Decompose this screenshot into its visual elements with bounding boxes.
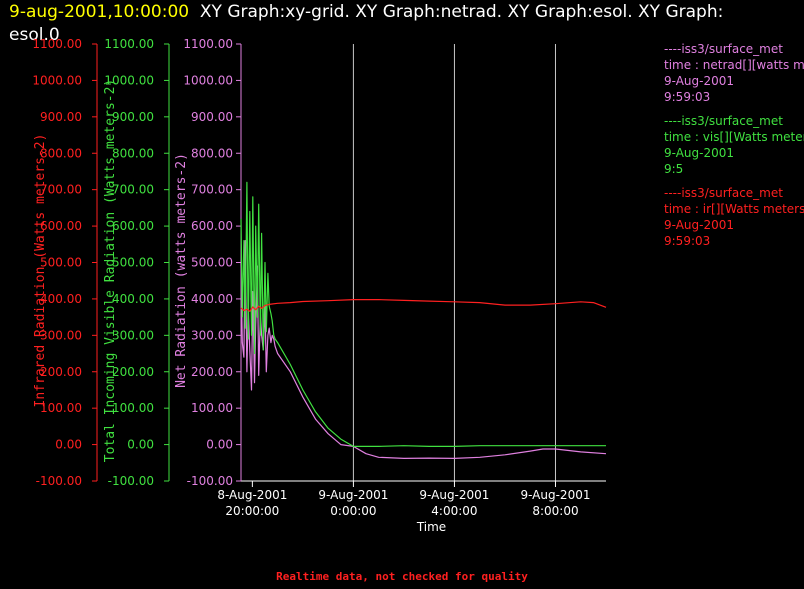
y-axis-2-tick-label-1: 1000.00 xyxy=(183,73,233,87)
series-line-1 xyxy=(240,181,606,447)
legend-entry-2-line1: ----iss3/surface_met xyxy=(664,186,783,200)
legend-entry-0-line2: time : netrad[][watts meters-2] xyxy=(664,58,804,72)
series-line-0 xyxy=(240,240,607,459)
y-axis-0-tick-label-9: 200.00 xyxy=(40,365,82,379)
x-tick-label-date-0: 8-Aug-2001 xyxy=(217,488,287,502)
legend-entry-2-line4: 9:59:03 xyxy=(664,234,711,248)
y-axis-2-tick-label-5: 600.00 xyxy=(191,219,233,233)
legend-entry-2-line3: 9-Aug-2001 xyxy=(664,218,735,232)
legend-entry-0-line3: 9-Aug-2001 xyxy=(664,74,735,88)
y-axis-0-tick-label-5: 600.00 xyxy=(40,219,82,233)
y-axis-0-tick-label-2: 900.00 xyxy=(40,110,82,124)
x-axis-label: Time xyxy=(416,520,446,534)
y-axis-1-tick-label-2: 900.00 xyxy=(112,110,154,124)
series-line-2 xyxy=(240,299,607,312)
x-tick-label-time-0: 20:00:00 xyxy=(225,504,279,518)
y-axis-0-tick-label-3: 800.00 xyxy=(40,146,82,160)
y-axis-2-tick-label-4: 700.00 xyxy=(191,183,233,197)
y-axis-1-tick-label-12: -100.00 xyxy=(108,474,154,488)
y-axis-1-tick-label-9: 200.00 xyxy=(112,365,154,379)
legend-entry-1-line3: 9-Aug-2001 xyxy=(664,146,735,160)
graph-title-text: XY Graph:xy-grid. XY Graph:netrad. XY Gr… xyxy=(199,2,724,22)
graph-title-line-2: esol.0 xyxy=(9,25,60,45)
legend-entry-0-line4: 9:59:03 xyxy=(664,90,711,104)
y-axis-1-tick-label-4: 700.00 xyxy=(112,183,154,197)
y-axis-1-tick-label-10: 100.00 xyxy=(112,401,154,415)
legend-entry-1-line4: 9:5 xyxy=(664,162,684,176)
y-axis-1-tick-label-3: 800.00 xyxy=(112,146,154,160)
y-axis-0-tick-label-8: 300.00 xyxy=(40,328,82,342)
y-axis-1-tick-label-6: 500.00 xyxy=(112,256,154,270)
y-axis-0-tick-label-6: 500.00 xyxy=(40,256,82,270)
x-tick-label-time-1: 0:00:00 xyxy=(330,504,376,518)
x-tick-label-time-2: 4:00:00 xyxy=(431,504,477,518)
y-axis-2-tick-label-8: 300.00 xyxy=(191,328,233,342)
y-axis-1-tick-label-5: 600.00 xyxy=(112,219,154,233)
y-axis-2-tick-label-3: 800.00 xyxy=(191,146,233,160)
y-axis-2-tick-label-11: 0.00 xyxy=(206,438,233,452)
graph-title-line-1: 9-aug-2001,10:00:00 XY Graph:xy-grid. XY… xyxy=(9,2,723,22)
y-axis-0-tick-label-0: 1100.00 xyxy=(32,37,82,51)
y-axis-2-tick-label-9: 200.00 xyxy=(191,365,233,379)
y-axis-title-1: Total Incoming Visible Radiation (Watts … xyxy=(103,79,118,463)
legend-entry-0-line1: ----iss3/surface_met xyxy=(664,42,783,56)
y-axis-1-tick-label-7: 400.00 xyxy=(112,292,154,306)
y-axis-1-tick-label-8: 300.00 xyxy=(112,328,154,342)
y-axis-0-tick-label-10: 100.00 xyxy=(40,401,82,415)
quality-warning: Realtime data, not checked for quality xyxy=(276,570,528,583)
x-tick-label-date-2: 9-Aug-2001 xyxy=(419,488,489,502)
x-tick-label-date-3: 9-Aug-2001 xyxy=(520,488,590,502)
y-axis-0-tick-label-4: 700.00 xyxy=(40,183,82,197)
legend-entry-2-line2: time : ir[][Watts meters-2] xyxy=(664,202,804,216)
x-tick-label-date-1: 9-Aug-2001 xyxy=(318,488,388,502)
legend-entry-1-line1: ----iss3/surface_met xyxy=(664,114,783,128)
y-axis-2-tick-label-2: 900.00 xyxy=(191,110,233,124)
y-axis-0-tick-label-12: -100.00 xyxy=(36,474,82,488)
y-axis-0-tick-label-7: 400.00 xyxy=(40,292,82,306)
graph-timestamp: 9-aug-2001,10:00:00 xyxy=(9,2,190,22)
y-axis-0-tick-label-11: 0.00 xyxy=(55,438,82,452)
y-axis-title-0: Infrared Radiation (Watts meters-2) xyxy=(33,134,48,408)
y-axis-title-2: Net Radiation (watts meters-2) xyxy=(174,153,189,388)
x-tick-label-time-3: 8:00:00 xyxy=(532,504,578,518)
y-axis-0-tick-label-1: 1000.00 xyxy=(32,73,82,87)
legend-entry-1-line2: time : vis[][Watts meters-2] xyxy=(664,130,804,144)
y-axis-2-tick-label-6: 500.00 xyxy=(191,256,233,270)
y-axis-2-tick-label-12: -100.00 xyxy=(187,474,233,488)
y-axis-1-tick-label-0: 1100.00 xyxy=(104,37,154,51)
y-axis-1-tick-label-1: 1000.00 xyxy=(104,73,154,87)
y-axis-2-tick-label-0: 1100.00 xyxy=(183,37,233,51)
y-axis-2-tick-label-10: 100.00 xyxy=(191,401,233,415)
y-axis-1-tick-label-11: 0.00 xyxy=(127,438,154,452)
y-axis-2-tick-label-7: 400.00 xyxy=(191,292,233,306)
